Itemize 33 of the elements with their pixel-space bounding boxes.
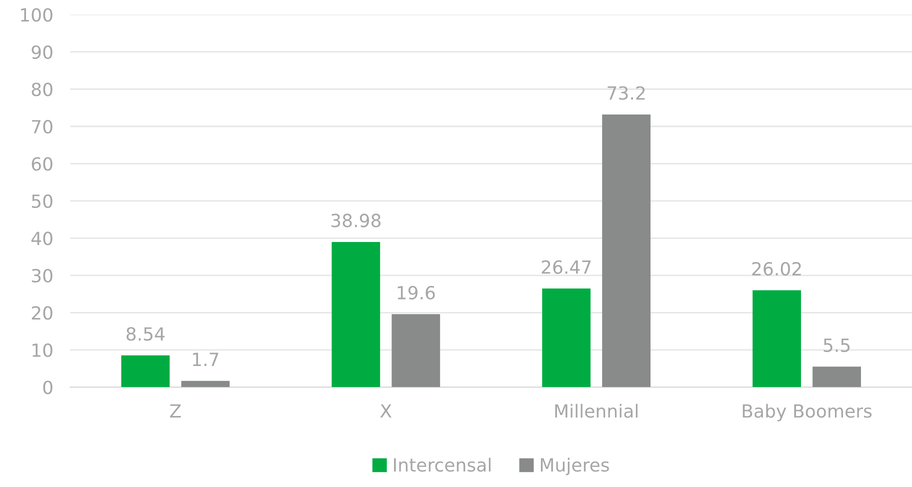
bar bbox=[121, 355, 170, 388]
data-label: 73.2 bbox=[608, 86, 645, 100]
y-tick-label: 100 bbox=[21, 8, 52, 22]
bar bbox=[392, 314, 440, 388]
y-tick-label: 20 bbox=[32, 306, 52, 320]
data-label: 26.02 bbox=[752, 262, 801, 276]
y-tick-label: 70 bbox=[32, 120, 52, 134]
data-label: 5.5 bbox=[824, 338, 850, 352]
legend-label: Intercensal bbox=[394, 458, 491, 472]
y-tick-label: 80 bbox=[32, 82, 52, 96]
data-label: 19.6 bbox=[398, 286, 435, 300]
x-tick-label: X bbox=[380, 404, 392, 418]
bar bbox=[181, 380, 230, 388]
x-tick-label: Z bbox=[170, 404, 181, 418]
y-tick-label: 90 bbox=[32, 45, 52, 59]
bar bbox=[542, 288, 591, 388]
bar bbox=[602, 114, 651, 388]
legend-label: Mujeres bbox=[540, 458, 609, 476]
x-tick-label: Millennial bbox=[555, 404, 638, 418]
x-tick-label: Baby Boomers bbox=[742, 404, 872, 422]
bar bbox=[812, 366, 861, 388]
y-tick-label: 60 bbox=[32, 157, 52, 171]
y-tick-label: 10 bbox=[32, 343, 52, 358]
data-label: 8.54 bbox=[126, 327, 165, 341]
data-label: 38.98 bbox=[331, 214, 381, 228]
y-tick-label: 30 bbox=[32, 268, 52, 283]
y-tick-label: 50 bbox=[32, 194, 52, 208]
bar bbox=[332, 242, 380, 388]
data-label: 1.7 bbox=[193, 352, 218, 366]
y-tick-label: 40 bbox=[31, 232, 52, 246]
data-label: 26.47 bbox=[542, 260, 591, 274]
bar bbox=[752, 290, 801, 388]
y-tick-label: 0 bbox=[43, 380, 52, 394]
